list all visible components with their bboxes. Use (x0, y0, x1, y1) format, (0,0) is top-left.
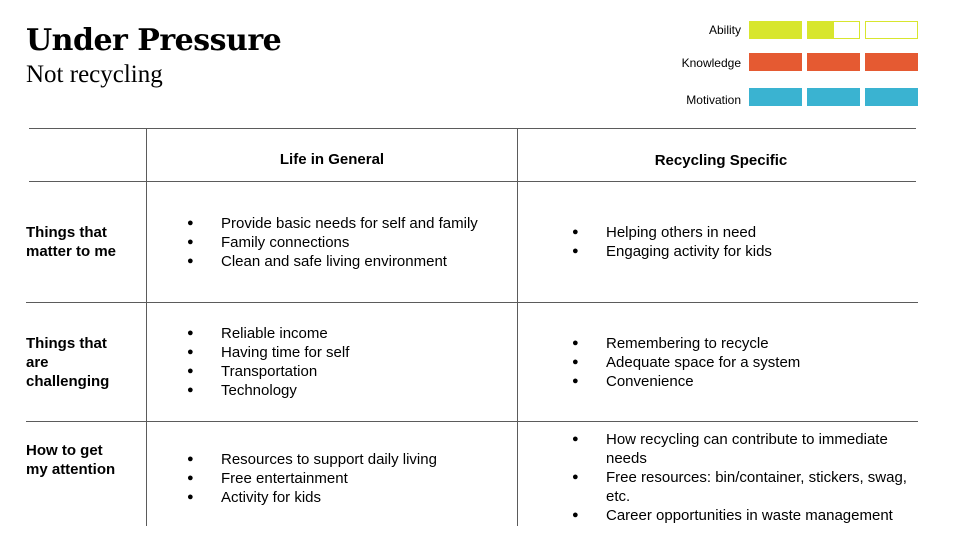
list-item: Convenience (572, 372, 800, 391)
bullet-list: How recycling can contribute to immediat… (572, 430, 922, 525)
list-item: Transportation (187, 362, 349, 381)
list-item: Free entertainment (187, 469, 437, 488)
meter-fill (750, 54, 801, 70)
header-divider (29, 181, 916, 182)
knowledge-meter (749, 53, 918, 71)
bullet-list: Provide basic needs for self and familyF… (187, 214, 478, 271)
row-label: Things that are challenging (26, 334, 110, 390)
meter-segment (807, 53, 860, 71)
table-top-border (29, 128, 916, 129)
meter-segment (865, 21, 918, 39)
page-subtitle: Not recycling (26, 61, 163, 88)
list-item: How recycling can contribute to immediat… (572, 430, 922, 468)
meter-fill (750, 22, 801, 38)
cell-challenging-recycling: Remembering to recycleAdequate space for… (572, 303, 917, 421)
meter-fill (866, 89, 917, 105)
row-divider (26, 302, 918, 303)
column-header-recycling-specific: Recycling Specific (654, 152, 788, 169)
cell-matter-recycling: Helping others in needEngaging activity … (572, 182, 917, 302)
list-item: Career opportunities in waste management (572, 506, 922, 525)
motivation-meter (749, 88, 918, 106)
list-item: Free resources: bin/container, stickers,… (572, 468, 922, 506)
ability-meter (749, 21, 918, 39)
row-label: How to get my attention (26, 442, 116, 478)
row-header-things-that-matter: Things that matter to me (26, 182, 141, 302)
meter-segment (807, 21, 860, 39)
list-item: Resources to support daily living (187, 450, 437, 469)
list-item: Clean and safe living environment (187, 252, 478, 271)
bullet-list: Remembering to recycleAdequate space for… (572, 334, 800, 391)
bullet-list: Helping others in needEngaging activity … (572, 223, 772, 261)
meter-fill (808, 54, 859, 70)
cell-challenging-general: Reliable incomeHaving time for selfTrans… (187, 303, 487, 421)
meter-segment (749, 53, 802, 71)
page-title: Under Pressure (26, 23, 282, 58)
list-item: Provide basic needs for self and family (187, 214, 478, 233)
list-item: Reliable income (187, 324, 349, 343)
cell-attention-general: Resources to support daily livingFree en… (187, 422, 487, 534)
row-header-things-challenging: Things that are challenging (26, 303, 141, 421)
meter-segment (807, 88, 860, 106)
meter-segment (865, 88, 918, 106)
meter-fill (750, 89, 801, 105)
meter-fill (866, 54, 917, 70)
legend-label-knowledge: Knowledge (681, 56, 741, 70)
list-item: Technology (187, 381, 349, 400)
cell-attention-recycling: How recycling can contribute to immediat… (572, 419, 922, 535)
list-item: Engaging activity for kids (572, 242, 772, 261)
list-item: Helping others in need (572, 223, 772, 242)
column-divider (517, 128, 518, 526)
cell-matter-general: Provide basic needs for self and familyF… (187, 182, 487, 302)
row-label: Things that matter to me (26, 224, 117, 260)
legend-label-ability: Ability (708, 23, 741, 37)
bullet-list: Reliable incomeHaving time for selfTrans… (187, 324, 349, 400)
legend-label-motivation: Motivation (686, 93, 741, 107)
list-item: Having time for self (187, 343, 349, 362)
list-item: Remembering to recycle (572, 334, 800, 353)
column-divider (146, 128, 147, 526)
list-item: Family connections (187, 233, 478, 252)
list-item: Adequate space for a system (572, 353, 800, 372)
meter-fill (808, 89, 859, 105)
row-header-get-attention: How to get my attention (26, 422, 141, 498)
meter-segment (749, 21, 802, 39)
meter-segment (865, 53, 918, 71)
meter-fill (808, 22, 834, 38)
list-item: Activity for kids (187, 488, 437, 507)
row-divider (26, 421, 918, 422)
column-header-life-in-general: Life in General (279, 151, 385, 168)
meter-segment (749, 88, 802, 106)
bullet-list: Resources to support daily livingFree en… (187, 450, 437, 507)
